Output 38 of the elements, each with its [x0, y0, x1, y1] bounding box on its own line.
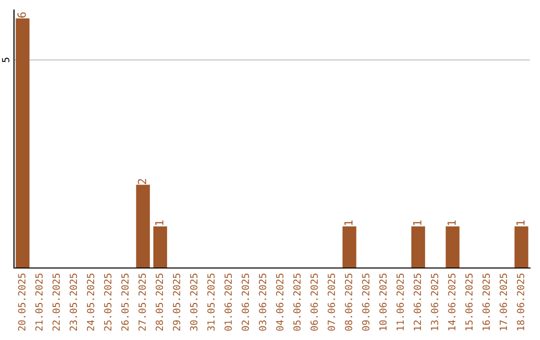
x-tick-label: 03.06.2025	[258, 274, 266, 331]
data-label: 1	[448, 220, 456, 226]
x-tick-label: 12.06.2025	[414, 274, 422, 330]
x-tick-label: 14.06.2025	[448, 274, 456, 330]
x-tick-label: 16.06.2025	[482, 274, 490, 330]
x-tick-label: 15.06.2025	[465, 274, 473, 330]
data-label: 1	[155, 220, 164, 226]
x-tick-label: 23.05.2025	[70, 274, 78, 331]
data-label: 1	[413, 220, 422, 226]
x-tick-label: 13.06.2025	[430, 274, 438, 330]
x-tick-label: 11.06.2025	[396, 274, 404, 330]
x-tick-label: 01.06.2025	[224, 274, 232, 331]
data-label: 1	[516, 220, 524, 226]
x-tick-label: 20.05.2025	[18, 274, 26, 331]
x-tick-label: 09.06.2025	[362, 274, 370, 331]
data-label: 2	[138, 179, 146, 184]
x-tick-label: 18.06.2025	[516, 274, 524, 330]
data-label: 1	[344, 220, 352, 226]
x-tick-label: 17.06.2025	[500, 274, 508, 330]
y-tick-label: 5	[2, 58, 10, 62]
x-tick-label: 29.05.2025	[172, 274, 180, 331]
x-tick-label: 06.06.2025	[310, 274, 318, 331]
x-tick-label: 05.06.2025	[293, 274, 301, 331]
x-tick-label: 30.05.2025	[190, 274, 198, 331]
x-tick-label: 04.06.2025	[276, 274, 284, 331]
x-tick-label: 02.06.2025	[242, 274, 250, 331]
x-tick-label: 28.05.2025	[156, 274, 164, 331]
x-tick-label: 08.06.2025	[344, 274, 352, 331]
x-tick-label: 22.05.2025	[52, 274, 60, 331]
x-tick-label: 25.05.2025	[104, 274, 112, 331]
x-tick-label: 07.06.2025	[328, 274, 336, 331]
data-label: 6	[17, 12, 26, 18]
x-tick-label: 31.05.2025	[207, 274, 215, 331]
x-tick-label: 21.05.2025	[35, 274, 43, 331]
x-tick-label: 24.05.2025	[86, 274, 94, 331]
x-tick-label: 26.05.2025	[121, 274, 129, 331]
x-tick-label: 27.05.2025	[138, 274, 146, 331]
x-tick-label: 10.06.2025	[379, 274, 387, 330]
